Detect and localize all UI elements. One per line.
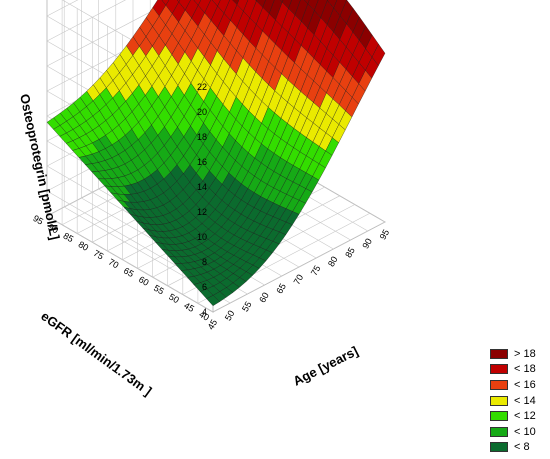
- legend-swatch: [490, 379, 508, 390]
- x-tick-label: 95: [378, 228, 392, 242]
- legend-item: < 10: [490, 424, 550, 440]
- gridline: [46, 0, 79, 17]
- y-tick-label: 75: [92, 248, 106, 262]
- legend-swatch: [490, 348, 508, 359]
- legend-label: < 12: [514, 410, 536, 423]
- y-axis-label: eGFR [ml/min/1.73m ]: [38, 308, 154, 398]
- y-tick-label: 90: [46, 222, 60, 236]
- y-tick-label: 55: [152, 283, 166, 297]
- legend-label: > 18: [514, 347, 536, 360]
- z-tick-label: 18: [197, 132, 207, 142]
- y-tick-label: 70: [107, 257, 121, 271]
- x-axis-label: Age [years]: [291, 343, 361, 389]
- z-tick-label: 14: [197, 182, 207, 192]
- z-tick-label: 12: [197, 207, 207, 217]
- y-tick-label: 95: [31, 213, 45, 227]
- x-tick-label: 90: [360, 237, 374, 251]
- z-tick-label: 20: [197, 107, 207, 117]
- legend-swatch: [490, 426, 508, 437]
- legend: > 18 < 18 < 16 < 14 < 12 < 10 < 8: [490, 346, 550, 455]
- y-tick-label: 60: [137, 274, 151, 288]
- x-tick-label: 85: [343, 246, 357, 260]
- legend-label: < 10: [514, 425, 536, 438]
- legend-item: < 14: [490, 393, 550, 409]
- x-tick-label: 70: [292, 273, 306, 287]
- y-tick-label: 80: [77, 239, 91, 253]
- x-tick-label: 80: [326, 255, 340, 269]
- z-tick-label: 4: [202, 307, 207, 317]
- legend-item: < 12: [490, 408, 550, 424]
- x-tick-label: 55: [240, 300, 254, 314]
- x-tick-label: 65: [274, 282, 288, 296]
- legend-swatch: [490, 364, 508, 375]
- gridline: [46, 0, 127, 42]
- legend-item: < 18: [490, 362, 550, 378]
- legend-label: < 18: [514, 363, 536, 376]
- y-tick-label: 85: [62, 231, 76, 245]
- surface-cell: [176, 0, 181, 3]
- legend-label: < 16: [514, 378, 536, 391]
- surface-cell: [161, 0, 170, 6]
- y-tick-label: 50: [167, 292, 181, 306]
- y-tick-label: 45: [182, 300, 196, 314]
- z-tick-label: 6: [202, 282, 207, 292]
- x-tick-label: 45: [206, 318, 220, 332]
- legend-swatch: [490, 395, 508, 406]
- z-tick-label: 8: [202, 257, 207, 267]
- legend-item: < 8: [490, 440, 550, 456]
- surface-cell: [206, 295, 220, 307]
- gridline: [46, 215, 214, 313]
- legend-swatch: [490, 442, 508, 453]
- z-tick-label: 10: [197, 232, 207, 242]
- x-tick-label: 75: [309, 264, 323, 278]
- x-tick-label: 50: [223, 309, 237, 323]
- z-tick-label: 22: [197, 82, 207, 92]
- legend-label: < 8: [514, 441, 530, 454]
- legend-item: > 18: [490, 346, 550, 362]
- legend-swatch: [490, 411, 508, 422]
- x-tick-label: 60: [257, 291, 271, 305]
- surface-mesh: [46, 0, 386, 307]
- legend-item: < 16: [490, 377, 550, 393]
- y-tick-label: 40: [197, 309, 211, 323]
- tick-labels: 4681012141618202240455055606570758085909…: [31, 82, 391, 331]
- legend-label: < 14: [514, 394, 536, 407]
- z-tick-label: 16: [197, 157, 207, 167]
- y-tick-label: 65: [122, 265, 136, 279]
